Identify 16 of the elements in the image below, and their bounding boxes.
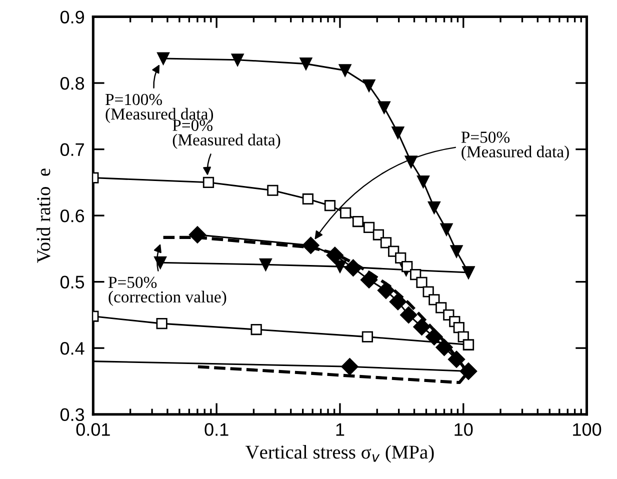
annotation: P=50% (Measured data): [461, 132, 569, 161]
y-tick-label: 0.5: [60, 276, 84, 289]
y-tick-label: 0.7: [60, 143, 84, 156]
y-tick-label: 0.4: [60, 342, 84, 355]
x-tick-label: 1: [336, 423, 344, 436]
x-tick-label: 100: [573, 423, 602, 436]
x-tick-label: 0.01: [76, 423, 110, 436]
x-axis-title: Vertical stress σ$_{v}$ (MPa): [245, 445, 434, 463]
annotation: P=50% (correction value): [108, 276, 226, 306]
y-tick-label: 0.6: [60, 209, 84, 222]
y-tick-label: 0.9: [60, 10, 84, 24]
y-axis-title: Void ratio e: [36, 168, 50, 263]
x-tick-label: 0.1: [204, 423, 228, 436]
x-tick-label: 10: [454, 423, 473, 436]
y-tick-label: 0.3: [60, 408, 84, 422]
y-tick-label: 0.8: [60, 76, 84, 90]
